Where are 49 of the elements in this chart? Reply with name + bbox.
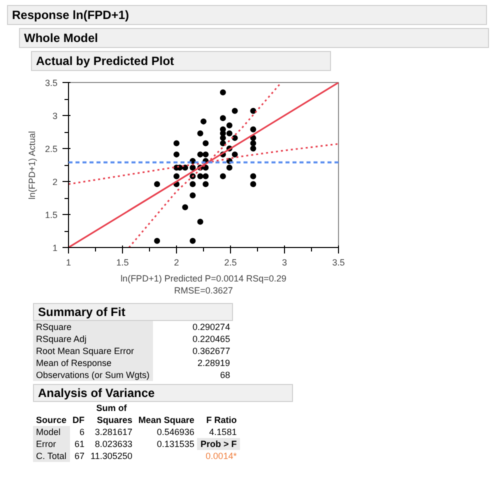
y-tick-label: 3 [52,111,58,121]
text: RSquare Adj [33,333,153,345]
text: C. Total [33,450,70,462]
text: Mean Square [137,414,196,426]
text: Model [33,426,70,438]
x-axis-title: ln(FPD+1) Predicted P=0.0014 RSq=0.29 RMSE=0.3627 [120,274,286,296]
text: 0.290274 [192,321,232,333]
text: 6 [78,426,86,438]
text: DF [72,414,86,426]
x-tick-label: 1 [66,258,72,268]
text: 11.305250 [90,450,134,462]
text: Observations (or Sum Wgts) [33,369,153,381]
x-tick-label: 2.5 [224,258,237,268]
text: 0.362677 [192,345,232,357]
text: 8.023633 [94,438,134,450]
text: 0.220465 [192,333,232,345]
text: 0.0014* [204,450,238,462]
chart-subtitle: Whole Model [19,28,489,48]
x-tick-label: 3.5 [332,258,345,268]
y-tick-label: 2 [52,177,58,187]
text: Sum of [95,402,128,414]
y-tick-label: 1 [52,243,58,253]
y-axis-title: ln(FPD+1) Actual [26,131,37,200]
text: Analysis of Variance [33,384,293,402]
text: 2.28919 [196,357,232,369]
text: RSquare [33,321,153,333]
text: Summary of Fit [33,303,233,321]
x-tick-label: 3 [282,258,288,268]
text: Prob > F [197,438,240,450]
text: 4.1581 [208,426,238,438]
x-tick-label: 1.5 [116,258,129,268]
text: 67 [74,450,86,462]
text: 68 [219,369,232,381]
text: 3.281617 [94,426,134,438]
text: Root Mean Square Error [33,345,153,357]
text: 0.546936 [156,426,196,438]
text: Actual by Predicted Plot [31,51,331,71]
y-tick-label: 3.5 [44,78,58,88]
y-tick-label: 2.5 [44,144,58,154]
text: Source [35,414,68,426]
text: 0.131535 [156,438,196,450]
text: Mean of Response [33,357,153,369]
y-tick-label: 1.5 [44,210,58,220]
text: F Ratio [205,414,238,426]
chart-title: Response ln(FPD+1) [7,5,487,25]
text: Squares [96,414,134,426]
x-tick-label: 2 [174,258,180,268]
text: 61 [74,438,86,450]
text: Error [33,438,70,450]
